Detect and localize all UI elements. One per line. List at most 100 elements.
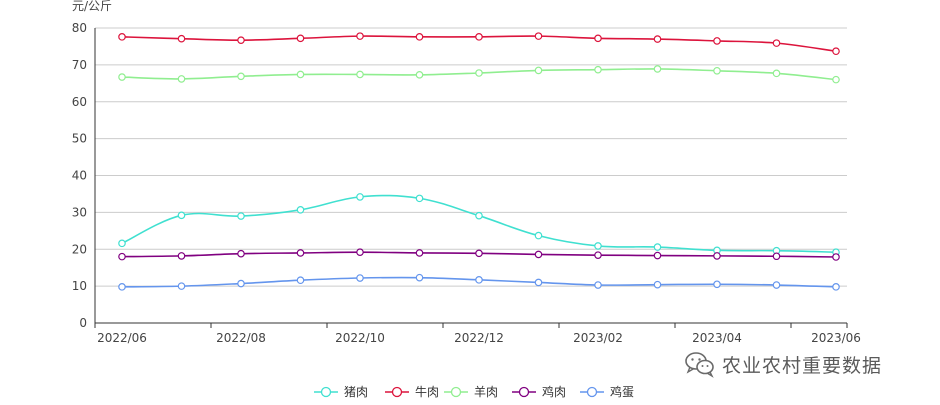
data-point[interactable] [177, 75, 186, 83]
y-axis-title: 元/公斤 [72, 0, 112, 13]
data-point[interactable] [772, 281, 781, 289]
legend-marker [518, 386, 530, 398]
legend-item[interactable]: 猪肉 [314, 385, 368, 399]
legend-label: 鸡蛋 [610, 384, 634, 399]
legend-marker [320, 386, 332, 398]
wechat-icon [685, 352, 714, 378]
data-point[interactable] [653, 35, 662, 43]
legend-label: 鸡肉 [542, 384, 566, 399]
watermark: 农业农村重要数据 [684, 350, 882, 378]
data-point[interactable] [832, 253, 840, 261]
series-2 [118, 65, 840, 84]
data-point[interactable] [237, 36, 245, 44]
data-point[interactable] [237, 279, 245, 288]
data-point[interactable] [177, 282, 186, 290]
data-point[interactable] [475, 249, 483, 258]
data-point[interactable] [356, 70, 364, 79]
data-point[interactable] [534, 66, 543, 75]
data-point[interactable] [772, 252, 781, 261]
data-point[interactable] [356, 248, 364, 257]
y-tick-label: 40 [72, 169, 87, 183]
data-point[interactable] [475, 69, 483, 77]
x-tick-label: 2023/04 [692, 331, 742, 345]
data-point[interactable] [415, 33, 424, 41]
data-point[interactable] [832, 283, 840, 291]
data-point[interactable] [832, 47, 840, 56]
x-tick-label: 2023/06 [811, 331, 861, 345]
data-point[interactable] [772, 39, 781, 47]
data-point[interactable] [296, 70, 305, 79]
y-tick-label: 70 [72, 58, 87, 72]
data-point[interactable] [475, 33, 483, 41]
data-point[interactable] [594, 251, 602, 259]
x-tick-label: 2022/10 [335, 331, 385, 345]
legend[interactable]: 猪肉 牛肉 羊肉 鸡肉 鸡蛋 [314, 384, 634, 399]
data-point[interactable] [118, 283, 126, 291]
data-point[interactable] [118, 252, 126, 261]
data-point[interactable] [534, 278, 543, 287]
data-point[interactable] [594, 242, 602, 250]
data-point[interactable] [594, 65, 602, 74]
data-point[interactable] [118, 239, 126, 248]
data-point[interactable] [356, 274, 364, 282]
data-point[interactable] [296, 276, 305, 285]
data-point[interactable] [713, 66, 721, 75]
legend-item[interactable]: 羊肉 [444, 384, 498, 399]
series-3 [118, 248, 840, 261]
data-point[interactable] [475, 276, 483, 284]
legend-item[interactable]: 鸡蛋 [580, 384, 634, 399]
series-layer [118, 32, 840, 291]
data-point[interactable] [415, 249, 424, 257]
legend-label: 猪肉 [344, 385, 368, 399]
legend-label: 羊肉 [474, 384, 498, 399]
data-point[interactable] [237, 249, 245, 258]
data-point[interactable] [118, 33, 126, 41]
data-point[interactable] [772, 69, 781, 78]
data-point[interactable] [653, 280, 662, 289]
y-tick-label: 0 [79, 316, 87, 330]
y-tick-label: 10 [72, 279, 87, 293]
data-point[interactable] [356, 32, 364, 40]
series-4 [118, 273, 840, 291]
legend-label: 牛肉 [415, 384, 439, 399]
y-tick-label: 30 [72, 205, 87, 219]
data-point[interactable] [534, 32, 543, 40]
watermark-text: 农业农村重要数据 [722, 354, 883, 377]
data-point[interactable] [534, 231, 543, 240]
series-0 [118, 193, 840, 257]
data-point[interactable] [296, 34, 305, 43]
data-point[interactable] [237, 212, 245, 220]
data-point[interactable] [415, 273, 424, 282]
legend-item[interactable]: 鸡肉 [512, 384, 566, 399]
data-point[interactable] [594, 34, 602, 43]
legend-item[interactable]: 牛肉 [385, 384, 439, 399]
data-point[interactable] [713, 37, 721, 45]
data-point[interactable] [653, 65, 662, 73]
data-point[interactable] [653, 251, 662, 260]
data-point[interactable] [594, 281, 602, 289]
data-point[interactable] [177, 211, 186, 220]
data-point[interactable] [356, 193, 364, 201]
data-point[interactable] [534, 250, 543, 259]
x-tick-label: 2022/06 [97, 331, 147, 345]
data-point[interactable] [296, 205, 305, 214]
data-point[interactable] [713, 252, 721, 260]
data-point[interactable] [177, 34, 186, 43]
data-point[interactable] [237, 72, 245, 81]
data-point[interactable] [415, 71, 424, 79]
data-point[interactable] [177, 252, 186, 260]
data-point[interactable] [832, 75, 840, 84]
data-point[interactable] [653, 243, 662, 251]
y-tick-label: 50 [72, 132, 87, 146]
data-point[interactable] [296, 249, 305, 257]
series-1 [118, 32, 840, 56]
data-point[interactable] [713, 280, 721, 289]
axes: 0 10 20 30 40 50 60 70 80 2022/06 2022/08 2022/10 20… [72, 21, 861, 345]
y-tick-label: 60 [72, 95, 87, 109]
data-point[interactable] [415, 194, 424, 203]
data-point[interactable] [475, 211, 483, 220]
legend-marker [450, 386, 462, 398]
data-point[interactable] [118, 73, 126, 81]
grid-lines [95, 27, 847, 287]
